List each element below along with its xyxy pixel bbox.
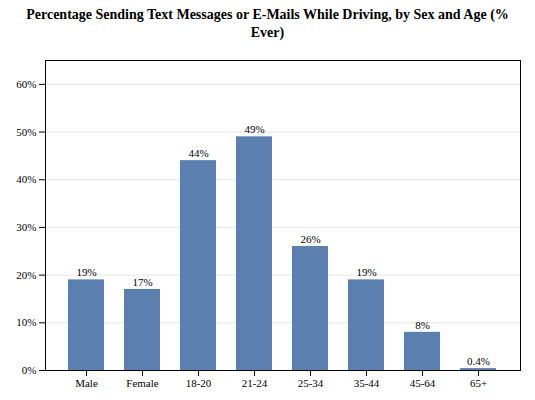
svg-text:0%: 0%: [22, 364, 37, 376]
svg-text:20%: 20%: [16, 269, 36, 281]
svg-text:17%: 17%: [132, 276, 152, 288]
svg-text:19%: 19%: [356, 266, 376, 278]
svg-text:45-64: 45-64: [410, 377, 436, 389]
svg-text:26%: 26%: [300, 233, 320, 245]
svg-text:65+: 65+: [470, 377, 487, 389]
svg-text:49%: 49%: [244, 123, 264, 135]
svg-text:8%: 8%: [415, 319, 430, 331]
html-text:Percentage Sending Text Messag: Percentage Sending Text Messages or E-Ma…: [26, 7, 509, 40]
svg-text:40%: 40%: [16, 173, 36, 185]
svg-text:44%: 44%: [188, 147, 208, 159]
svg-text:Male: Male: [75, 377, 98, 389]
svg-text:19%: 19%: [76, 266, 96, 278]
svg-text:60%: 60%: [16, 78, 36, 90]
svg-text:35-44: 35-44: [354, 377, 380, 389]
svg-text:25-34: 25-34: [298, 377, 324, 389]
svg-text:50%: 50%: [16, 126, 36, 138]
svg-text:30%: 30%: [16, 221, 36, 233]
svg-text:18-20: 18-20: [186, 377, 212, 389]
svg-text:0.4%: 0.4%: [467, 355, 490, 367]
svg-text:21-24: 21-24: [242, 377, 268, 389]
svg-text:10%: 10%: [16, 316, 36, 328]
svg-text:Female: Female: [126, 377, 158, 389]
